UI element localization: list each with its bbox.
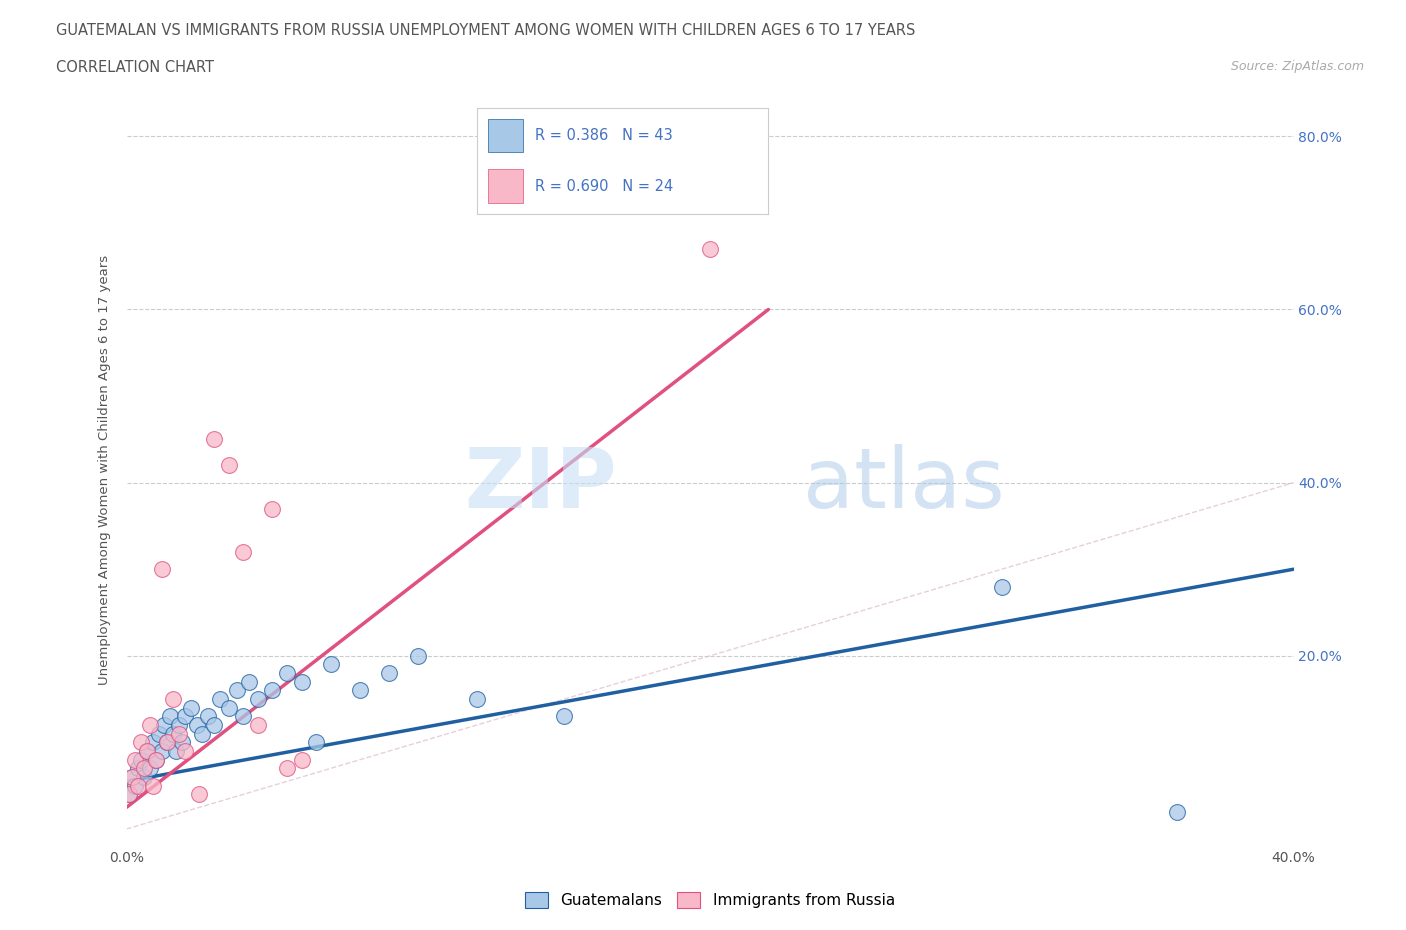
Point <box>124 778 146 793</box>
Point <box>262 501 284 516</box>
Point <box>132 770 155 785</box>
Point <box>174 709 197 724</box>
Point <box>378 666 401 681</box>
Point <box>167 718 190 733</box>
Point <box>699 242 721 257</box>
Point <box>159 709 181 724</box>
Point <box>197 709 219 724</box>
Point <box>145 752 167 767</box>
Point <box>127 761 149 776</box>
Point <box>188 787 211 802</box>
Point <box>238 674 260 689</box>
Point <box>232 709 254 724</box>
Point <box>129 752 152 767</box>
Point <box>162 726 184 741</box>
Point <box>136 744 159 759</box>
Point <box>218 458 240 472</box>
Point <box>290 752 312 767</box>
Point <box>139 761 162 776</box>
Point <box>153 718 176 733</box>
Point <box>990 579 1012 594</box>
Point <box>150 744 173 759</box>
Point <box>167 726 190 741</box>
Point <box>136 744 159 759</box>
Point <box>246 692 269 707</box>
Point <box>305 735 328 750</box>
Point <box>127 778 149 793</box>
Point <box>226 683 249 698</box>
Point <box>180 700 202 715</box>
Point <box>118 787 141 802</box>
Point <box>139 718 162 733</box>
Point <box>142 735 165 750</box>
Point <box>186 718 208 733</box>
Point <box>129 735 152 750</box>
Point <box>156 735 179 750</box>
Point <box>162 692 184 707</box>
Text: Source: ZipAtlas.com: Source: ZipAtlas.com <box>1230 60 1364 73</box>
Point <box>156 735 179 750</box>
Text: atlas: atlas <box>803 445 1005 525</box>
Point <box>174 744 197 759</box>
Point <box>553 709 575 724</box>
Point <box>290 674 312 689</box>
Point <box>408 648 430 663</box>
Point <box>319 657 342 671</box>
Point <box>246 718 269 733</box>
Point <box>349 683 371 698</box>
Point <box>148 726 170 741</box>
Point <box>121 770 143 785</box>
Point <box>218 700 240 715</box>
Point <box>165 744 187 759</box>
Point <box>232 544 254 559</box>
Point <box>124 752 146 767</box>
Legend: Guatemalans, Immigrants from Russia: Guatemalans, Immigrants from Russia <box>519 885 901 914</box>
Text: GUATEMALAN VS IMMIGRANTS FROM RUSSIA UNEMPLOYMENT AMONG WOMEN WITH CHILDREN AGES: GUATEMALAN VS IMMIGRANTS FROM RUSSIA UNE… <box>56 23 915 38</box>
Point <box>142 778 165 793</box>
Point <box>276 761 298 776</box>
Point <box>191 726 214 741</box>
Point <box>262 683 284 698</box>
Point <box>1166 804 1188 819</box>
Point <box>150 562 173 577</box>
Point <box>132 761 155 776</box>
Point <box>145 752 167 767</box>
Point <box>208 692 231 707</box>
Point <box>118 787 141 802</box>
Point <box>465 692 488 707</box>
Point <box>276 666 298 681</box>
Text: CORRELATION CHART: CORRELATION CHART <box>56 60 214 75</box>
Point <box>121 770 143 785</box>
Y-axis label: Unemployment Among Women with Children Ages 6 to 17 years: Unemployment Among Women with Children A… <box>97 255 111 684</box>
Point <box>202 718 225 733</box>
Text: ZIP: ZIP <box>464 445 617 525</box>
Point <box>202 432 225 446</box>
Point <box>170 735 193 750</box>
